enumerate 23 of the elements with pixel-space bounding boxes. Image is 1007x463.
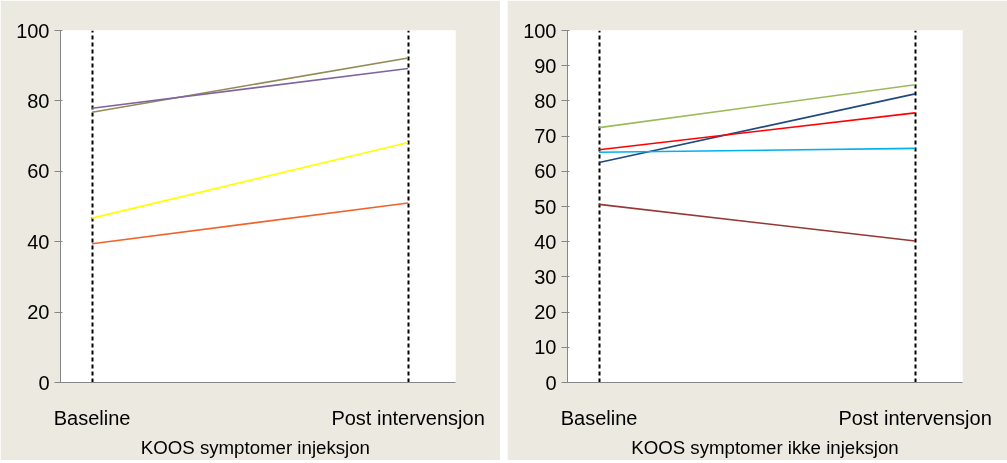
y-tick-label: 90 — [534, 54, 557, 77]
y-tick-label: 30 — [534, 265, 557, 288]
x-tick-label: Baseline — [560, 406, 638, 429]
x-axis-title: KOOS symptomer injeksjon — [140, 436, 370, 458]
y-tick-label: 50 — [534, 195, 557, 218]
y-tick-label: 0 — [545, 371, 557, 394]
x-axis-title: KOOS symptomer ikke injeksjon — [631, 436, 899, 458]
y-tick-label: 0 — [38, 371, 50, 394]
x-tick-label: Post intervensjon — [838, 406, 992, 429]
y-tick-label: 100 — [523, 19, 557, 42]
x-tick-label: Post intervensjon — [331, 406, 485, 429]
x-tick-label: Baseline — [53, 406, 131, 429]
y-tick-label: 20 — [27, 301, 50, 324]
y-tick-label: 40 — [534, 230, 557, 253]
y-tick-label: 100 — [16, 19, 50, 42]
y-tick-label: 70 — [534, 125, 557, 148]
y-tick-label: 60 — [534, 160, 557, 183]
y-tick-label: 60 — [27, 160, 50, 183]
y-tick-label: 20 — [534, 301, 557, 324]
y-tick-label: 10 — [534, 336, 557, 359]
y-tick-label: 40 — [27, 230, 50, 253]
y-tick-label: 80 — [27, 89, 50, 112]
y-tick-label: 80 — [534, 89, 557, 112]
